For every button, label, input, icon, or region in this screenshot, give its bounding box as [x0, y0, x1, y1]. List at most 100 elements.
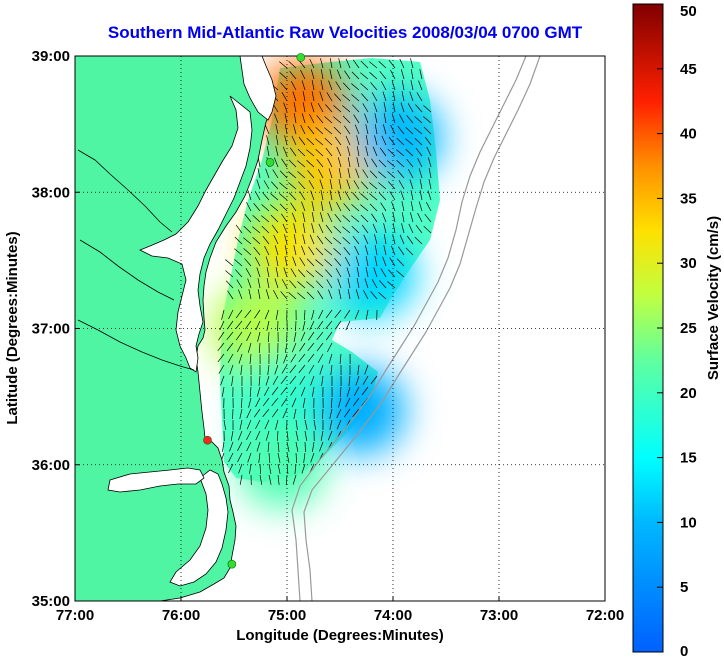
velocity-vector: [299, 257, 306, 267]
velocity-vector: [237, 452, 243, 463]
velocity-vector: [315, 138, 324, 146]
velocity-vector: [300, 386, 306, 397]
velocity-vector: [281, 92, 288, 102]
velocity-vector: [388, 136, 396, 146]
velocity-vector: [303, 309, 306, 321]
velocity-vector: [387, 281, 396, 289]
velocity-vector: [274, 245, 279, 256]
velocity-vector: [280, 386, 288, 396]
velocity-vector: [264, 245, 270, 256]
velocity-vector: [324, 248, 333, 256]
velocity-vector: [275, 146, 279, 157]
velocity-vector: [406, 158, 414, 168]
velocity-vector: [419, 190, 423, 201]
velocity-vector: [405, 247, 414, 256]
velocity-vector: [234, 236, 243, 245]
velocity-vector: [397, 170, 405, 179]
velocity-vector: [378, 60, 387, 69]
velocity-vector: [280, 82, 288, 91]
colorbar-tick-label: 0: [680, 643, 688, 659]
velocity-vector: [347, 278, 351, 289]
velocity-vector: [396, 149, 405, 157]
velocity-vector: [330, 364, 333, 375]
velocity-vector: [291, 397, 297, 408]
velocity-vector: [365, 309, 369, 320]
velocity-vector: [347, 157, 351, 168]
velocity-vector: [301, 80, 306, 91]
velocity-vector: [268, 463, 272, 474]
velocity-vector: [344, 191, 351, 201]
velocity-vector: [255, 397, 261, 408]
velocity-vector: [344, 257, 351, 267]
velocity-vector: [291, 212, 297, 223]
velocity-vector: [237, 342, 243, 353]
velocity-vector: [371, 158, 378, 168]
x-tick-labels: 77:00 76:00 75:00 74:00 73:00 72:00: [56, 596, 624, 624]
velocity-vector: [288, 192, 297, 201]
velocity-vector: [334, 309, 342, 319]
velocity-vector: [268, 474, 272, 485]
velocity-vector: [343, 247, 351, 256]
radar-sites: [203, 53, 306, 569]
velocity-vector: [279, 61, 288, 69]
velocity-vector: [334, 93, 342, 102]
velocity-vector: [279, 170, 288, 179]
velocity-vector: [343, 408, 351, 418]
velocity-vector: [342, 94, 351, 102]
velocity-vector: [252, 214, 261, 223]
x-tick-label: 76:00: [162, 607, 200, 624]
velocity-vector: [352, 192, 360, 201]
velocity-vector: [334, 258, 342, 267]
velocity-vector: [306, 137, 315, 146]
velocity-vector: [311, 309, 315, 320]
james-river: [77, 319, 195, 371]
velocity-vector: [315, 270, 324, 278]
velocity-vector: [387, 148, 396, 157]
velocity-vector: [316, 320, 324, 330]
velocity-vector: [237, 430, 243, 441]
velocity-vector: [383, 124, 387, 135]
velocity-vector: [339, 386, 342, 397]
velocity-vector: [243, 225, 252, 234]
velocity-vector: [320, 430, 324, 441]
velocity-vector: [258, 375, 261, 386]
velocity-vector: [316, 115, 324, 124]
velocity-vector: [310, 375, 315, 386]
velocity-vector: [282, 223, 288, 234]
velocity-vector: [336, 146, 342, 157]
velocity-vector: [321, 375, 324, 386]
velocity-vector: [234, 248, 243, 256]
velocity-vector: [360, 214, 369, 223]
velocity-vector: [324, 259, 333, 267]
velocity-vector: [369, 182, 378, 190]
velocity-vector: [345, 397, 351, 408]
velocity-vector: [279, 193, 288, 201]
velocity-vector: [283, 353, 288, 364]
colorbar-tick-label: 40: [680, 126, 697, 143]
velocity-vector: [355, 289, 360, 300]
gridlines: [75, 56, 605, 601]
velocity-vector: [281, 397, 288, 407]
velocity-vector: [254, 257, 261, 267]
velocity-vector: [281, 364, 288, 374]
velocity-vector: [276, 353, 279, 364]
velocity-vector: [382, 256, 387, 267]
velocity-vector: [228, 463, 234, 474]
velocity-vector: [343, 203, 351, 212]
velocity-vector: [324, 236, 333, 245]
velocity-vector: [264, 419, 270, 430]
velocity-vector: [369, 203, 378, 212]
velocity-vector: [356, 135, 360, 146]
velocity-vector: [428, 179, 432, 190]
velocity-vector: [275, 256, 279, 267]
bathymetry-contour: [291, 56, 527, 601]
velocity-vector: [293, 223, 297, 234]
y-tick-label: 38:00: [32, 184, 70, 201]
velocity-vector: [304, 419, 308, 430]
velocity-vector: [361, 386, 369, 396]
velocity-vector: [264, 309, 270, 320]
velocity-vector: [318, 223, 324, 234]
velocity-vector: [410, 190, 414, 201]
velocity-vector: [353, 386, 360, 396]
